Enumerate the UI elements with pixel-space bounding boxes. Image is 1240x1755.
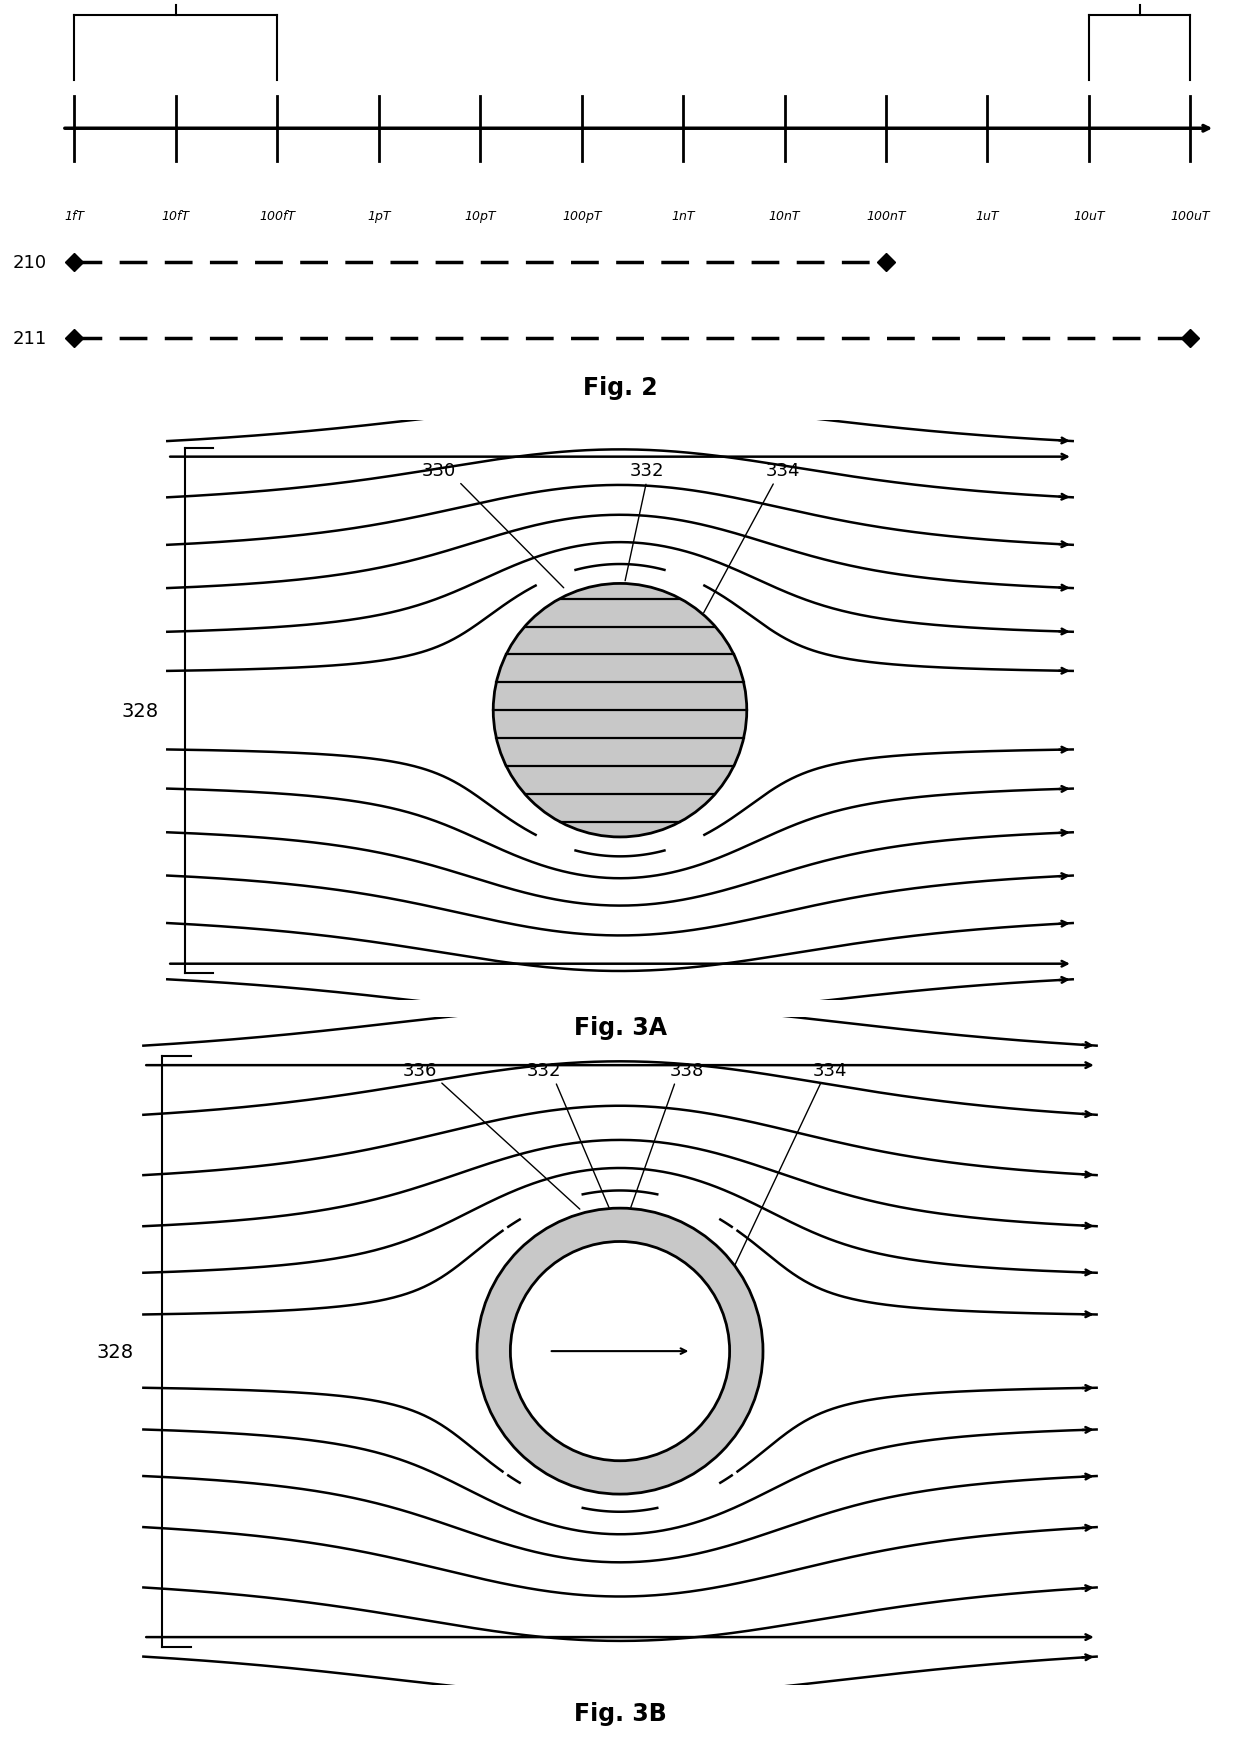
Text: 211: 211	[12, 330, 47, 347]
Circle shape	[494, 584, 746, 837]
Text: 100fT: 100fT	[259, 211, 295, 223]
Text: 328: 328	[97, 1343, 134, 1360]
Text: 338: 338	[630, 1062, 704, 1209]
Text: 100pT: 100pT	[562, 211, 601, 223]
Text: 332: 332	[625, 462, 665, 581]
Text: 334: 334	[704, 462, 800, 612]
Text: 10nT: 10nT	[769, 211, 800, 223]
Text: 10fT: 10fT	[162, 211, 190, 223]
Text: 1fT: 1fT	[64, 211, 84, 223]
Text: 210: 210	[12, 253, 47, 272]
Text: 202: 202	[1121, 0, 1158, 4]
Text: 332: 332	[527, 1062, 609, 1209]
Text: 10uT: 10uT	[1073, 211, 1105, 223]
Circle shape	[477, 1209, 763, 1494]
Text: Fig. 2: Fig. 2	[583, 376, 657, 400]
Text: Fig. 3A: Fig. 3A	[573, 1016, 667, 1039]
Text: 328: 328	[122, 702, 159, 720]
Text: 201: 201	[157, 0, 195, 4]
Text: Fig. 3B: Fig. 3B	[574, 1701, 666, 1725]
Text: 10pT: 10pT	[465, 211, 496, 223]
Text: 1pT: 1pT	[367, 211, 391, 223]
Text: 336: 336	[403, 1062, 580, 1209]
Text: 100uT: 100uT	[1171, 211, 1210, 223]
Text: 1uT: 1uT	[976, 211, 999, 223]
Text: 334: 334	[722, 1062, 847, 1293]
Circle shape	[511, 1243, 729, 1460]
Text: 330: 330	[422, 462, 564, 588]
Text: 1nT: 1nT	[671, 211, 694, 223]
Text: 100nT: 100nT	[867, 211, 905, 223]
